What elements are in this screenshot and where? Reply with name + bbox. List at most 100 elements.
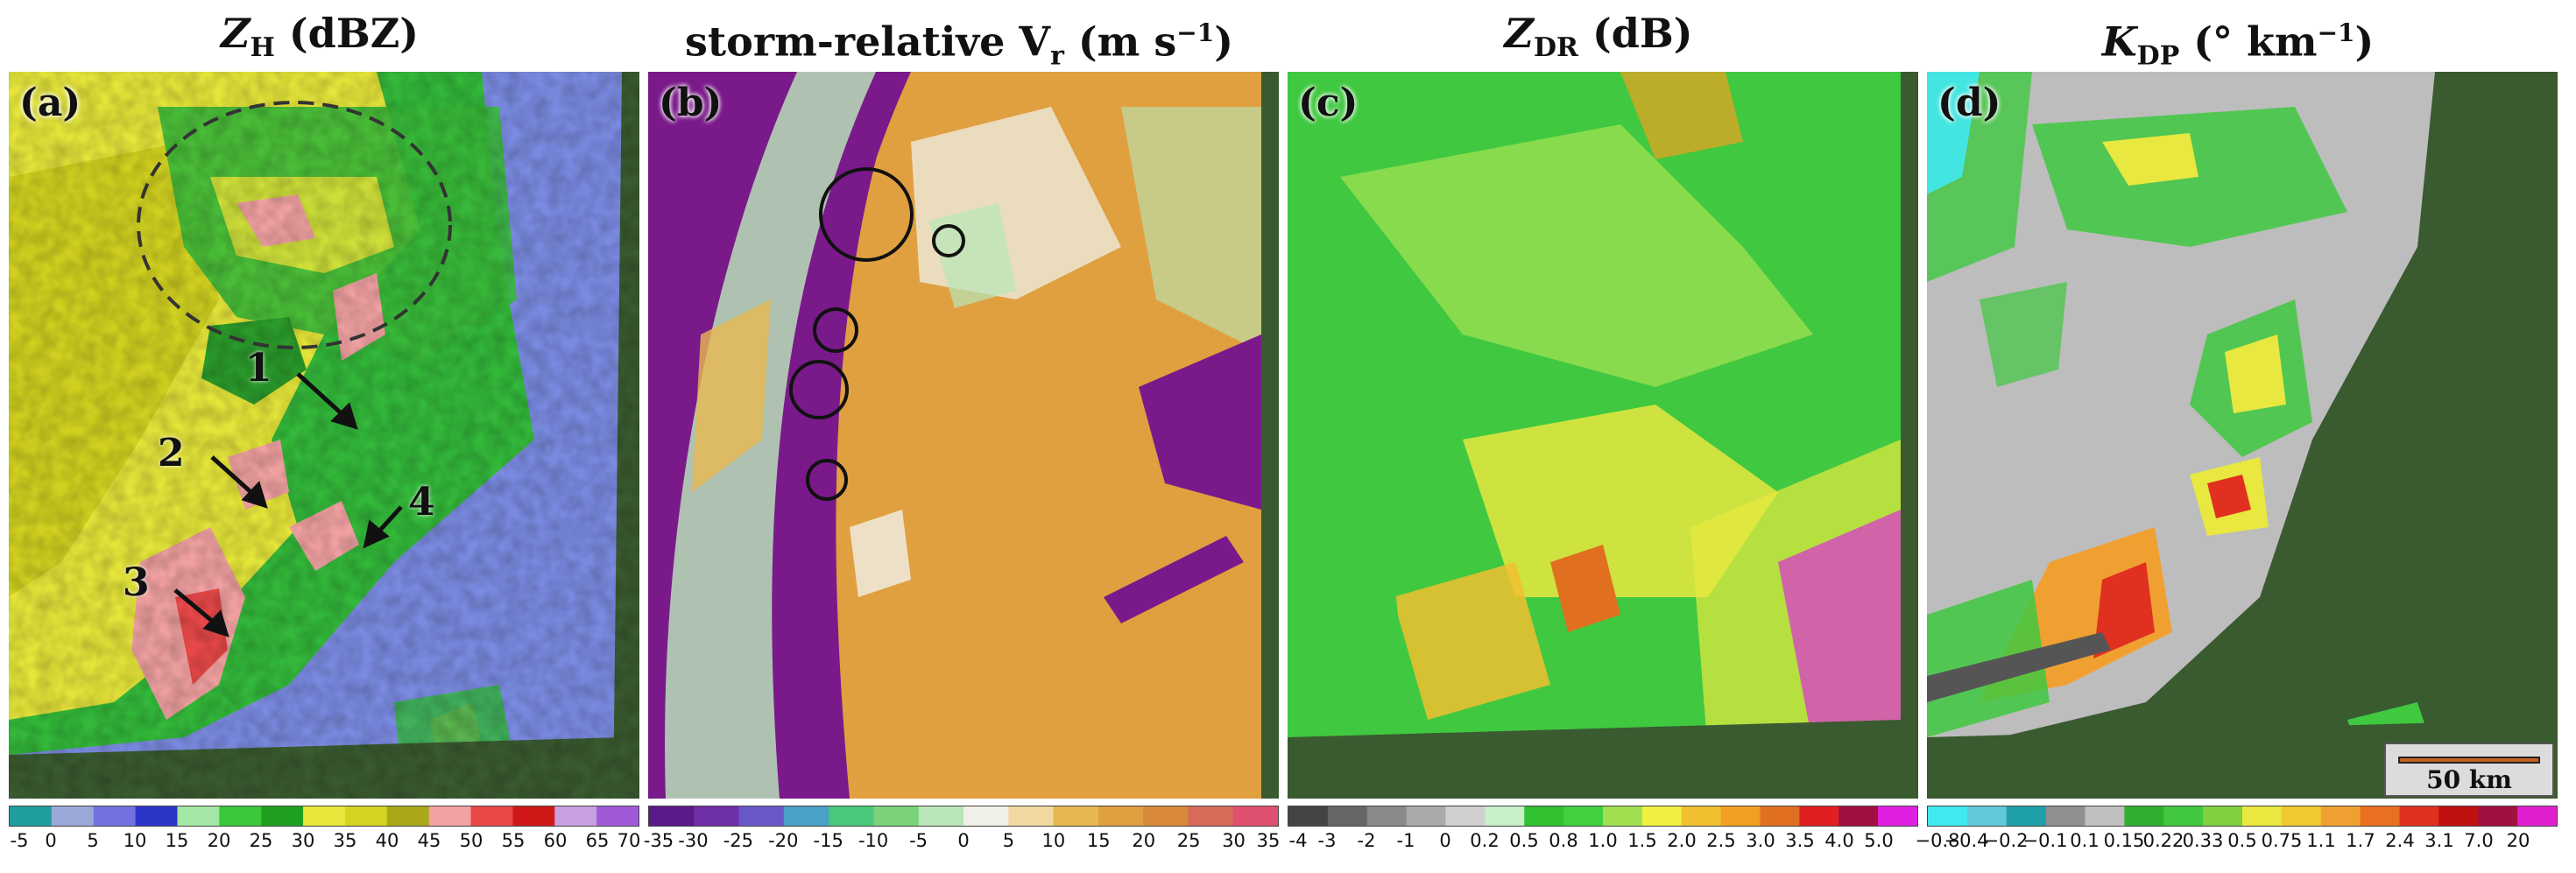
colorbar-swatch	[512, 806, 555, 826]
colorbar-tick-label: -10	[857, 830, 889, 851]
colorbar-swatch	[2320, 806, 2361, 826]
colorbar-tick-label: 2.5	[1706, 830, 1736, 851]
colorbar-swatch	[177, 806, 220, 826]
colorbar-zh-ticks: -5 0 5 10 15 20 25 30 35 40 45 50 55 60 65 70	[9, 830, 641, 856]
colorbar-swatch	[135, 806, 179, 826]
colorbar-tick-label: 0.8	[1549, 830, 1578, 851]
colorbar-swatch	[2163, 806, 2204, 826]
colorbar-swatch	[1485, 806, 1525, 826]
colorbar-tick-label: 45	[417, 830, 441, 851]
colorbar-tick-label: -5	[10, 830, 29, 851]
panel-d-title: KDP (° km−1)	[2101, 18, 2375, 72]
colorbar-swatch	[2281, 806, 2322, 826]
colorbar-tick-label: -1	[1396, 830, 1415, 851]
colorbar-swatch	[428, 806, 472, 826]
annotation-3: 3	[123, 560, 150, 605]
colorbar-tick-label: -3	[1317, 830, 1337, 851]
colorbar-swatch	[1053, 806, 1099, 826]
colorbar-swatch	[2242, 806, 2283, 826]
colorbar-kdp	[1927, 806, 2558, 827]
colorbar-tick-label: 60	[543, 830, 568, 851]
colorbar-zdr	[1288, 806, 1918, 827]
colorbar-tick-label: 1.0	[1588, 830, 1618, 851]
colorbar-tick-label: 0.15	[2103, 830, 2145, 851]
colorbar-tick-label: 25	[1176, 830, 1201, 851]
colorbar-swatch	[2203, 806, 2243, 826]
colorbar-tick-label: −0.2	[1983, 830, 2029, 851]
annotation-2: 2	[158, 431, 185, 475]
colorbar-vr-ticks: -35 -30 -25 -20 -15 -10 -5 0 5 10 15 20 25 30 35	[644, 830, 1281, 856]
colorbar-tick-label: 1.5	[1627, 830, 1657, 851]
colorbar-swatch	[1232, 806, 1278, 826]
colorbar-tick-label: −0.1	[2022, 830, 2068, 851]
colorbar-swatch	[2045, 806, 2086, 826]
colorbar-swatch	[1097, 806, 1144, 826]
colorbar-tick-label: 3.0	[1746, 830, 1775, 851]
colorbar-swatch	[2085, 806, 2125, 826]
colorbar-swatch	[1838, 806, 1879, 826]
colorbar-swatch	[386, 806, 430, 826]
panel-a-label: (a)	[19, 81, 81, 125]
colorbar-tick-label: -2	[1357, 830, 1376, 851]
colorbar-swatch	[303, 806, 346, 826]
colorbar-tick-label: 70	[617, 830, 641, 851]
colorbar-tick-label: 3.1	[2424, 830, 2454, 851]
velocity-map	[648, 72, 1279, 799]
colorbar-tick-label: -4	[1288, 830, 1308, 851]
colorbar-tick-label: 5	[1002, 830, 1015, 851]
panel-a-title: ZH (dBZ)	[220, 10, 420, 64]
colorbar-tick-label: 0.5	[1509, 830, 1539, 851]
colorbar-tick-label: 0.75	[2261, 830, 2303, 851]
colorbar-tick-label: -15	[813, 830, 843, 851]
colorbar-tick-label: 35	[1256, 830, 1281, 851]
colorbar-tick-label: 0	[957, 830, 970, 851]
colorbar-tick-label: 0	[45, 830, 57, 851]
panel-c-title: ZDR (dB)	[1504, 10, 1693, 64]
colorbar-tick-label: 20	[207, 830, 231, 851]
colorbar-swatch	[1681, 806, 1722, 826]
scale-bar: 50 km	[2384, 743, 2554, 797]
colorbar-tick-label: 0	[1439, 830, 1451, 851]
colorbar-tick-label: −0.4	[1944, 830, 1989, 851]
colorbar-tick-label: 2.4	[2385, 830, 2415, 851]
kdp-map	[1927, 72, 2558, 799]
scale-bar-label: 50 km	[2426, 765, 2512, 794]
colorbar-swatch	[1406, 806, 1447, 826]
zdr-map	[1288, 72, 1918, 799]
colorbar-tick-label: 7.0	[2464, 830, 2494, 851]
colorbar-swatch	[1966, 806, 2008, 826]
colorbar-tick-label: 10	[123, 830, 147, 851]
colorbar-tick-label: 20	[2506, 830, 2530, 851]
colorbar-swatch	[1143, 806, 1189, 826]
colorbar-tick-label: -35	[643, 830, 674, 851]
colorbar-swatch	[694, 806, 740, 826]
colorbar-swatch	[93, 806, 137, 826]
colorbar-swatch	[2124, 806, 2164, 826]
colorbar-tick-label: 3.5	[1785, 830, 1815, 851]
colorbar-tick-label: -20	[768, 830, 799, 851]
colorbar-swatch	[1603, 806, 1643, 826]
panel-c-label: (c)	[1298, 81, 1359, 125]
colorbar-swatch	[2360, 806, 2401, 826]
colorbar-swatch	[1641, 806, 1683, 826]
colorbar-swatch	[1288, 806, 1329, 826]
colorbar-swatch	[783, 806, 829, 826]
colorbar-tick-label: 10	[1041, 830, 1066, 851]
panel-a: ZH (dBZ)	[0, 0, 641, 873]
colorbar-kdp-ticks: −0.8 −0.4 −0.2 −0.1 0.1 0.15 0.22 0.33 0.5 0.75 1.…	[1916, 830, 2558, 856]
colorbar-swatch	[344, 806, 388, 826]
colorbar-swatch	[1928, 806, 1968, 826]
panel-d: KDP (° km−1) (d) −0.8 −0.4 −0.2 −0.1 0.1 0.15…	[1916, 0, 2558, 873]
colorbar-tick-label: -25	[723, 830, 753, 851]
colorbar-swatch	[2006, 806, 2047, 826]
colorbar-swatch	[470, 806, 513, 826]
panel-b: storm-relative Vr (m s−1) (b) -35-	[639, 0, 1281, 873]
colorbar-swatch	[10, 806, 53, 826]
scale-bar-line	[2398, 757, 2540, 764]
colorbar-zh	[9, 806, 639, 827]
panel-c: ZDR (dB) (c) -4 -3 -2 -1 0 0.2 0.5 0.8 1.0 1.5 2.0…	[1279, 0, 1918, 873]
colorbar-swatch	[219, 806, 262, 826]
colorbar-swatch	[1878, 806, 1917, 826]
colorbar-swatch	[596, 806, 639, 826]
colorbar-swatch	[1563, 806, 1604, 826]
